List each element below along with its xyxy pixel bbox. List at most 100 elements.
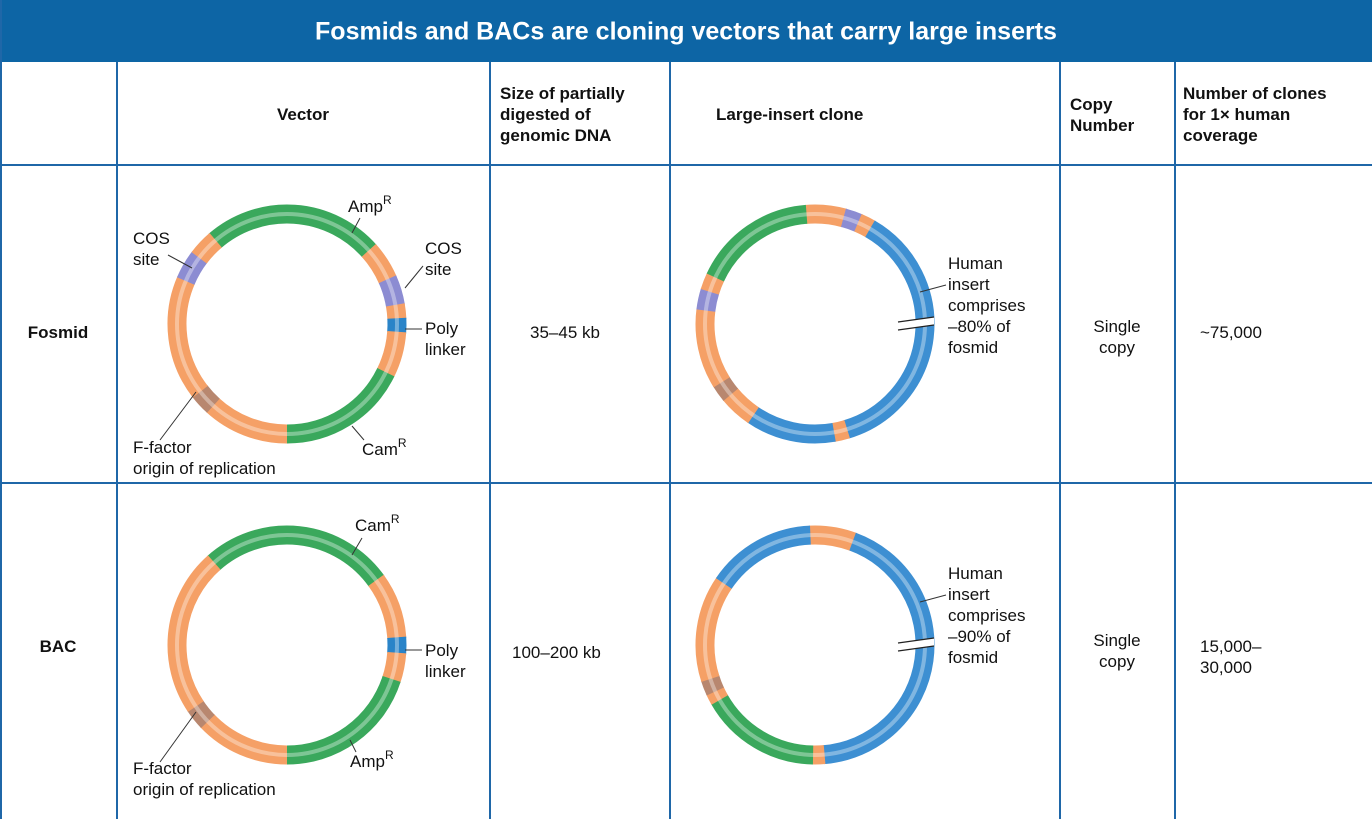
plasmid-diagrams <box>167 204 935 765</box>
header: Vector <box>277 105 329 124</box>
leader-line <box>404 265 424 289</box>
header: Large-insert clone <box>716 105 863 124</box>
line: copy <box>1099 652 1135 671</box>
vector-label: F-factor origin of replication <box>133 759 276 799</box>
leader-line <box>351 537 363 556</box>
line: COS <box>133 229 170 248</box>
vector-label: AmpR <box>350 748 394 771</box>
leader-line <box>351 425 365 441</box>
line: F-factor <box>133 438 192 457</box>
line: for 1× human <box>1183 105 1290 124</box>
leader-line <box>919 284 947 293</box>
ring-segment <box>804 204 848 228</box>
ring-segment <box>715 525 812 590</box>
line: –80% of <box>948 317 1011 336</box>
label: Amp <box>350 752 385 771</box>
ring-segment <box>167 555 221 712</box>
line: Copy <box>1070 95 1113 114</box>
line: comprises <box>948 296 1025 315</box>
line: fosmid <box>948 648 998 667</box>
clone-label: Human insert comprises –80% of fosmid <box>948 254 1030 357</box>
ring-segment <box>206 397 288 444</box>
line: Number <box>1070 116 1135 135</box>
line: copy <box>1099 338 1135 357</box>
ring-segment <box>191 232 223 264</box>
ring-segment <box>710 694 814 765</box>
line: Size of partially <box>500 84 625 103</box>
line: 30,000 <box>1200 658 1252 677</box>
line: site <box>133 250 159 269</box>
clones: 15,000– 30,000 <box>1200 637 1262 677</box>
vector-label: F-factor origin of replication <box>133 438 276 478</box>
line: origin of replication <box>133 459 276 478</box>
line: linker <box>425 662 466 681</box>
ring-segment <box>376 330 407 378</box>
break-gap <box>898 638 934 651</box>
header: Size of partially digested of genomic DN… <box>500 84 629 145</box>
line: 15,000– <box>1200 637 1262 656</box>
leader-line <box>919 594 947 603</box>
line: origin of replication <box>133 780 276 799</box>
sup: R <box>398 436 407 450</box>
copy: Single copy <box>1093 631 1140 671</box>
title: Fosmids and BACs are cloning vectors tha… <box>315 18 1057 46</box>
ring-segment <box>368 574 407 640</box>
line: Poly <box>425 319 459 338</box>
copy: Single copy <box>1093 317 1140 357</box>
ring-segment <box>167 276 208 398</box>
leader-line <box>159 711 197 763</box>
break-mark <box>897 637 935 644</box>
line: fosmid <box>948 338 998 357</box>
ring-segment <box>843 220 935 439</box>
line: insert <box>948 275 990 294</box>
leader-line <box>159 391 197 441</box>
vector-label: COS site <box>133 229 170 269</box>
ring-segment <box>285 675 401 765</box>
line: site <box>425 260 451 279</box>
leader-line <box>167 254 193 269</box>
title-bar <box>0 0 1372 62</box>
ring-segment <box>808 525 858 552</box>
line: Human <box>948 564 1003 583</box>
ring-shine <box>703 533 927 757</box>
leader-line <box>351 217 361 234</box>
line: digested of <box>500 105 591 124</box>
label: Cam <box>355 516 391 535</box>
ring-segment <box>285 367 395 444</box>
ring-segment <box>747 406 836 444</box>
ring-segment <box>200 713 288 765</box>
line: insert <box>948 585 990 604</box>
leader-line <box>349 739 357 753</box>
break-gap <box>898 317 934 330</box>
clone-label: Human insert comprises –90% of fosmid <box>948 564 1030 667</box>
ring-segment <box>706 204 808 282</box>
sup: R <box>383 193 392 207</box>
line: Single <box>1093 317 1140 336</box>
ring-segment <box>822 532 935 765</box>
size: 35–45 kb <box>530 323 600 342</box>
vector-label: AmpR <box>348 193 392 216</box>
size: 100–200 kb <box>512 643 601 662</box>
line: Human <box>948 254 1003 273</box>
ring-segment <box>207 525 385 587</box>
vector-label: CamR <box>362 436 407 459</box>
line: Poly <box>425 641 459 660</box>
ring-segment <box>695 308 730 388</box>
label: Amp <box>348 197 383 216</box>
header: Copy Number <box>1070 95 1135 135</box>
break-mark <box>897 324 935 331</box>
sup: R <box>385 748 394 762</box>
ring-segment <box>361 244 397 285</box>
label: Cam <box>362 440 398 459</box>
ring-shine <box>175 533 399 757</box>
ring-segment <box>695 577 733 682</box>
ring-shine <box>175 212 399 436</box>
line: COS <box>425 239 462 258</box>
line: Number of clones <box>1183 84 1327 103</box>
line: comprises <box>948 606 1025 625</box>
vector-label: COS site <box>425 239 462 279</box>
row-name: Fosmid <box>28 323 88 342</box>
vector-label: Poly linker <box>425 641 466 681</box>
